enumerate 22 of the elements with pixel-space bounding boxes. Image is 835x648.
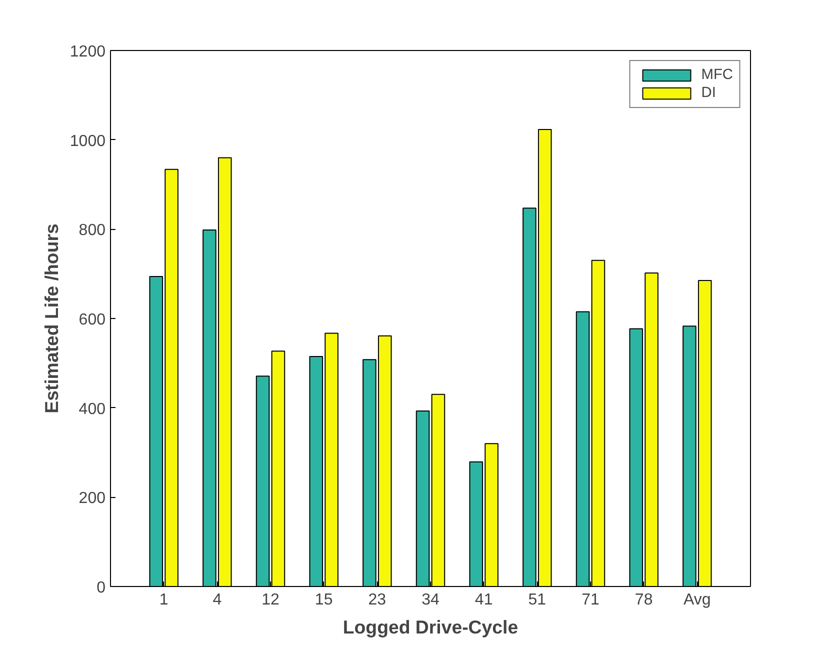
x-tick-label: Avg	[684, 592, 711, 608]
y-tick-label: 1000	[70, 132, 106, 150]
x-tick-label: 71	[582, 592, 600, 608]
y-tick-label: 600	[78, 312, 106, 328]
x-tick-label: 41	[474, 592, 493, 608]
y-axis-title: Estimated Life /hours	[40, 224, 62, 414]
legend-label: DI	[701, 85, 717, 101]
x-tick-label: 12	[262, 592, 280, 608]
x-tick-label: 4	[212, 592, 222, 608]
x-axis-title: Logged Drive-Cycle	[342, 616, 518, 638]
x-tick-label: 51	[528, 592, 546, 608]
y-tick-label: 200	[78, 490, 106, 508]
x-tick-label: 15	[314, 592, 333, 608]
x-tick-label: 78	[634, 592, 653, 608]
legend-label: MFC	[701, 67, 733, 83]
y-tick-label: 1200	[70, 44, 106, 60]
x-tick-label: 23	[368, 592, 386, 608]
y-tick-label: 800	[78, 222, 106, 240]
x-tick-label: 1	[159, 592, 168, 608]
y-tick-label: 400	[78, 400, 106, 418]
y-tick-label: 0	[96, 580, 106, 596]
x-tick-label: 34	[422, 592, 440, 608]
